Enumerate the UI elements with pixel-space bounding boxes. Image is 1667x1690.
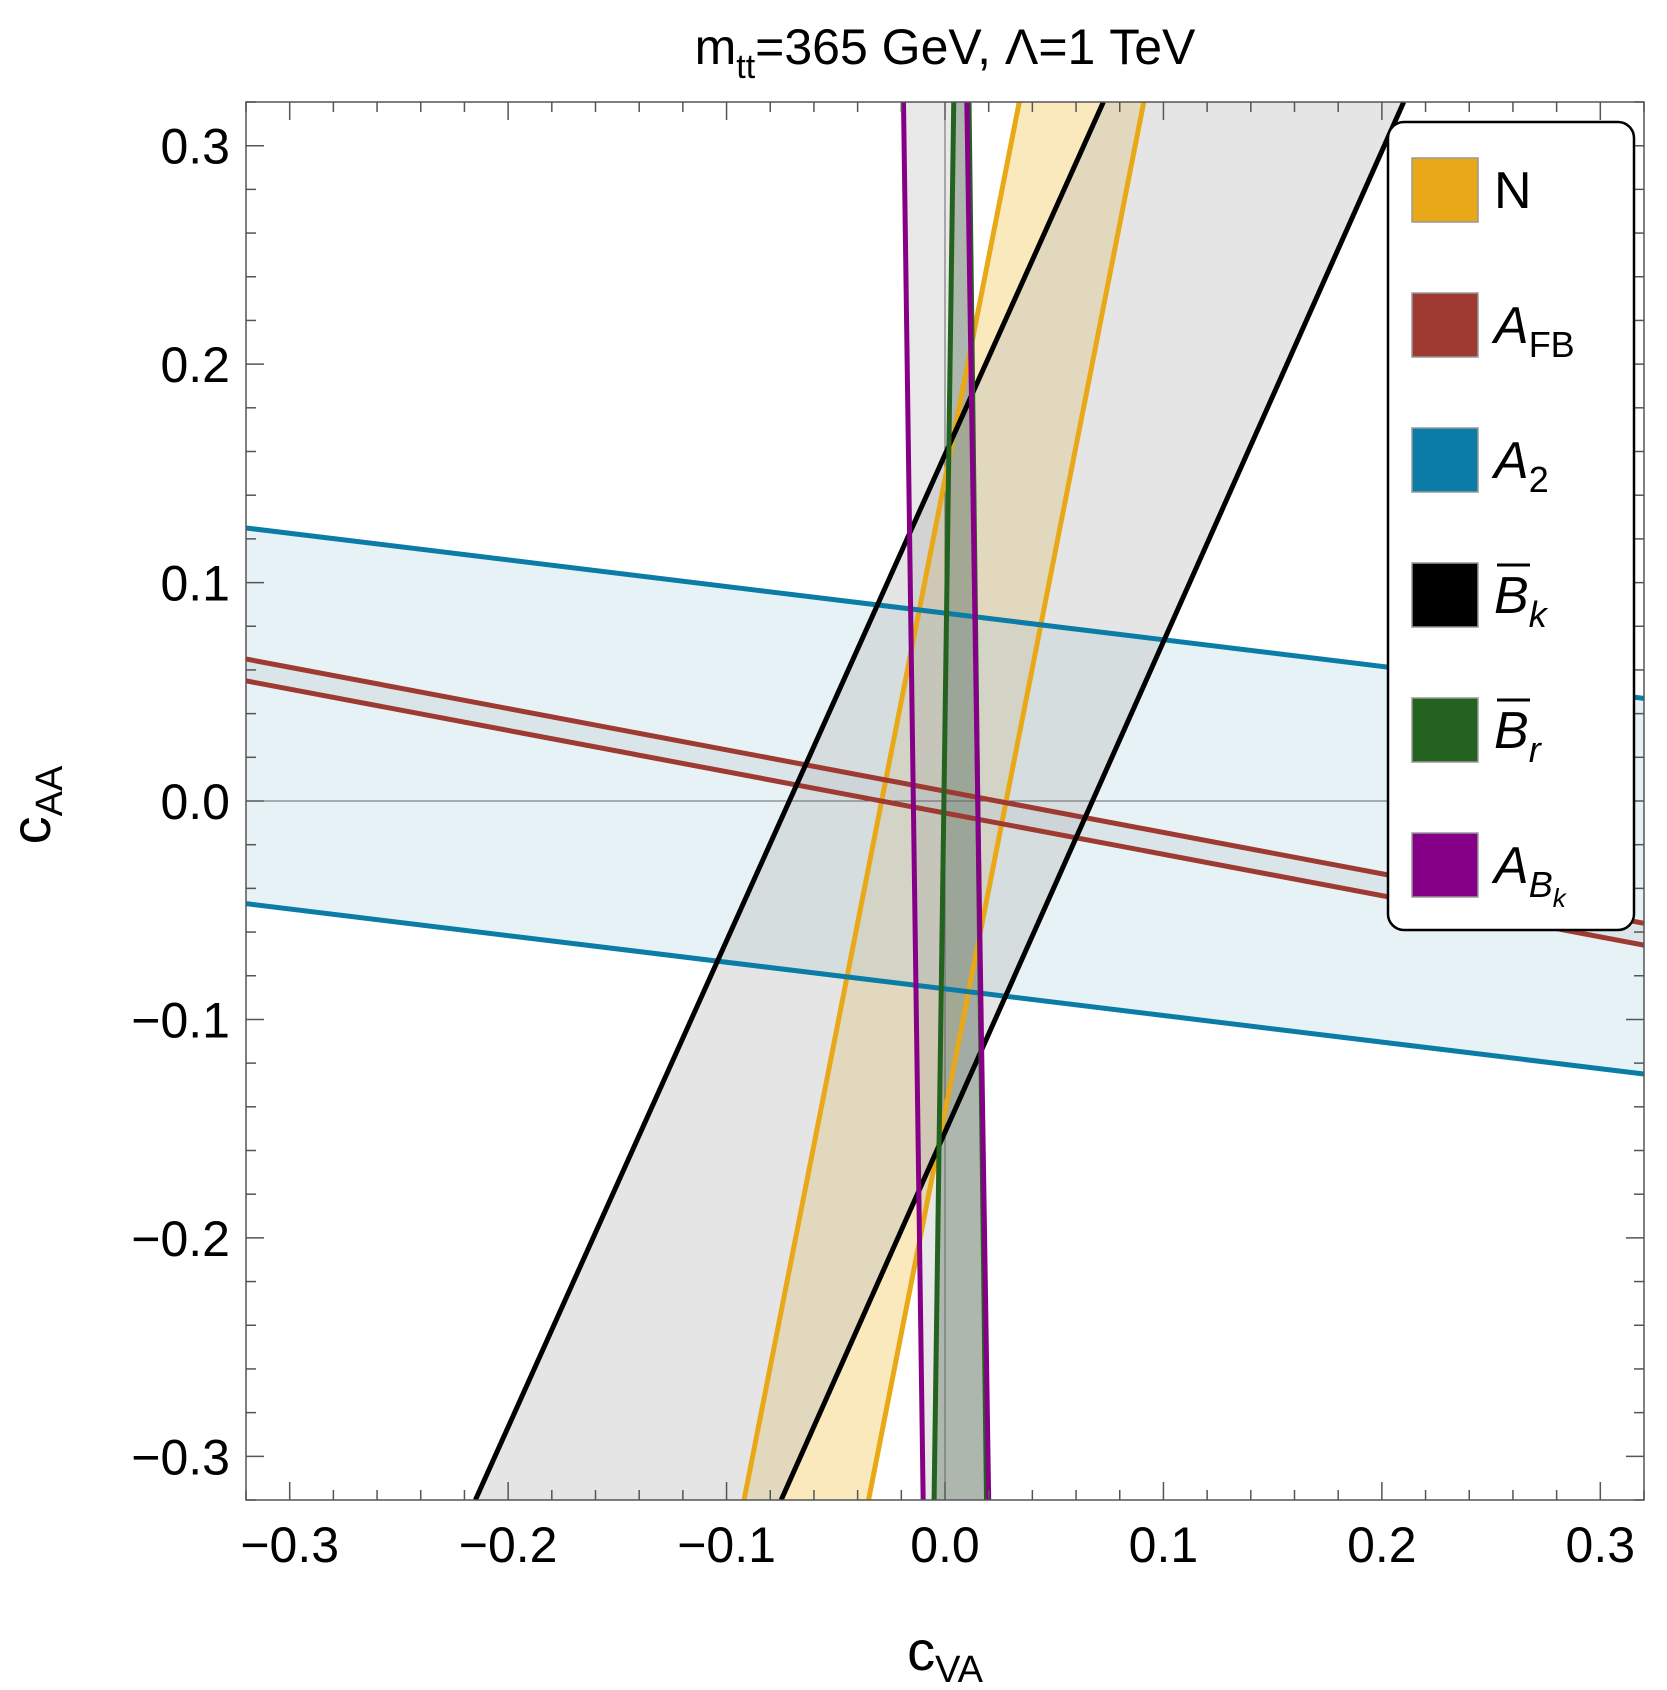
- boundary-line-5-0: [900, 102, 926, 1500]
- legend-label-0: N: [1494, 162, 1532, 220]
- x-tick-label: 0.3: [1566, 1517, 1636, 1573]
- boundary-line-5-1: [964, 102, 992, 1500]
- boundary-line-3-0: [473, 102, 1106, 1500]
- boundary-line-3-1: [778, 102, 1407, 1500]
- y-tick-label: −0.2: [131, 1211, 230, 1267]
- y-tick-label: 0.0: [160, 774, 230, 830]
- x-tick-label: 0.0: [910, 1517, 980, 1573]
- chart-title: mtt=365 GeV, Λ=1 TeV: [695, 19, 1196, 86]
- boundary-line-2-1: [246, 901, 1644, 1077]
- y-tick-label: −0.3: [131, 1429, 230, 1485]
- legend-label-3: Bk: [1494, 567, 1549, 635]
- legend-swatch-3: [1411, 562, 1479, 628]
- ticks-layer: [245, 101, 1645, 1501]
- legend-swatch-4: [1411, 697, 1479, 763]
- legend-label-4: Br: [1494, 702, 1543, 770]
- legend-label-1: AFB: [1491, 297, 1575, 365]
- legend-box: [1386, 120, 1636, 932]
- legend-swatch-5: [1411, 832, 1479, 898]
- legend: N AFB A2 Bk Br ABk: [1386, 120, 1636, 932]
- boundary-line-4-0: [931, 102, 957, 1500]
- legend-label-2: A2: [1491, 432, 1549, 500]
- legend-swatch-2: [1411, 427, 1479, 493]
- legend-swatch-0: [1411, 157, 1479, 223]
- x-axis-title: cVA: [907, 1619, 984, 1690]
- x-tick-label: −0.2: [459, 1517, 558, 1573]
- tick-labels-layer: −0.3 −0.2 −0.1 0.0 0.1 0.2 0.3 −0.3 −0.2 −0.1 0.0 0…: [131, 119, 1635, 1573]
- x-tick-label: 0.1: [1129, 1517, 1199, 1573]
- y-axis-title: cAA: [0, 765, 71, 844]
- y-tick-label: 0.1: [160, 556, 230, 612]
- legend-label-5: ABk: [1491, 837, 1568, 913]
- x-tick-label: 0.2: [1347, 1517, 1417, 1573]
- y-tick-label: 0.3: [160, 119, 230, 175]
- y-tick-label: −0.1: [131, 992, 230, 1048]
- y-tick-label: 0.2: [160, 337, 230, 393]
- x-tick-label: −0.1: [677, 1517, 776, 1573]
- legend-swatch-1: [1411, 292, 1479, 358]
- x-tick-label: −0.3: [240, 1517, 339, 1573]
